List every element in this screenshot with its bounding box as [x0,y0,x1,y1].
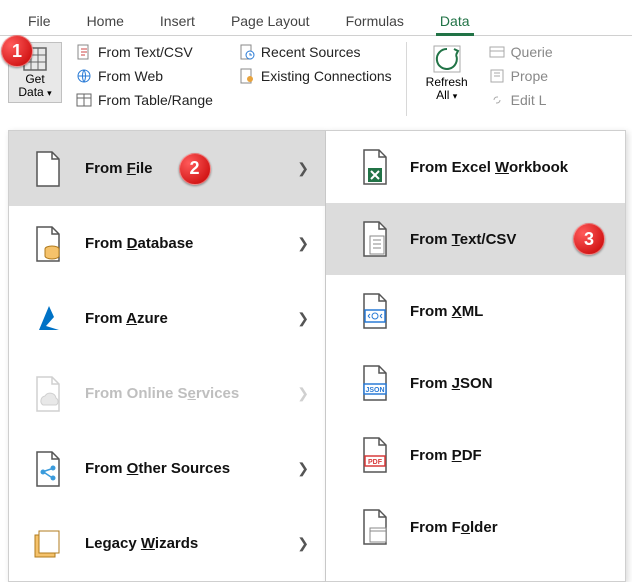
other-sources-icon [33,450,63,488]
menu-from-other-sources[interactable]: From Other Sources ❯ [9,431,325,506]
menu-from-azure[interactable]: From Azure ❯ [9,281,325,356]
menu-from-online-services: From Online Services ❯ [9,356,325,431]
chevron-right-icon: ❯ [297,310,309,327]
callout-badge-2: 2 [179,153,211,185]
globe-icon [76,68,92,84]
from-text-csv-button[interactable]: From Text/CSV [72,42,217,62]
tab-bar: File Home Insert Page Layout Formulas Da… [0,0,632,36]
menu-legacy-wizards[interactable]: Legacy Wizards ❯ [9,506,325,581]
tab-formulas[interactable]: Formulas [328,5,422,35]
legacy-wizards-icon [31,527,65,561]
menu-from-other-sources-label: From Other Sources [85,460,230,477]
properties-icon [489,68,505,84]
refresh-icon [430,42,464,76]
get-data-label: GetData ▾ [18,73,51,100]
submenu-from-xml-label: From XML [410,303,483,320]
excel-file-icon [360,148,390,186]
svg-text:JSON: JSON [365,387,384,394]
cloud-file-icon [33,375,63,413]
menu-from-online-services-label: From Online Services [85,385,239,402]
submenu-from-folder[interactable]: From Folder [326,491,625,563]
xml-file-icon [360,292,390,330]
tab-home[interactable]: Home [69,5,142,35]
tab-file[interactable]: File [10,5,69,35]
link-icon [489,92,505,108]
submenu-from-json-label: From JSON [410,375,493,392]
queries-icon [489,44,505,60]
text-csv-icon [360,220,390,258]
get-data-button[interactable]: GetData ▾ 1 [8,42,62,103]
submenu-from-text-csv-label: From Text/CSV [410,231,516,248]
chevron-right-icon: ❯ [297,385,309,402]
menu-from-database[interactable]: From Database ❯ [9,206,325,281]
submenu-from-text-csv[interactable]: From Text/CSV 3 [326,203,625,275]
submenu-from-workbook[interactable]: From Excel Workbook [326,131,625,203]
chevron-right-icon: ❯ [297,535,309,552]
menu-legacy-wizards-label: Legacy Wizards [85,535,198,552]
submenu-from-xml[interactable]: From XML [326,275,625,347]
chevron-right-icon: ❯ [297,235,309,252]
chevron-right-icon: ❯ [297,460,309,477]
recent-sources-button[interactable]: Recent Sources [235,42,396,62]
refresh-label: RefreshAll ▾ [426,76,468,103]
azure-icon [31,302,65,336]
ribbon-data: GetData ▾ 1 From Text/CSV From Web From … [0,36,632,124]
callout-badge-3: 3 [573,223,605,255]
database-icon [33,225,63,263]
primary-menu: From File 2 ❯ From Database ❯ From Azure… [8,130,326,582]
menu-from-file[interactable]: From File 2 ❯ [9,131,325,206]
menu-from-file-label: From File [85,160,153,177]
refresh-all-button[interactable]: RefreshAll ▾ [417,42,477,103]
submenu-from-pdf-label: From PDF [410,447,482,464]
submenu-from-folder-label: From Folder [410,519,498,536]
folder-file-icon [360,508,390,546]
callout-badge-1: 1 [1,35,33,67]
json-file-icon: JSON [360,364,390,402]
menu-from-database-label: From Database [85,235,193,252]
svg-text:PDF: PDF [368,459,383,466]
ribbon-separator [406,42,407,116]
get-data-dropdown: From File 2 ❯ From Database ❯ From Azure… [8,130,626,582]
submenu-from-workbook-label: From Excel Workbook [410,159,568,176]
menu-from-azure-label: From Azure [85,310,168,327]
chevron-right-icon: ❯ [297,160,309,177]
existing-connections-button[interactable]: Existing Connections [235,66,396,86]
tab-insert[interactable]: Insert [142,5,213,35]
tab-page-layout[interactable]: Page Layout [213,5,328,35]
from-table-range-button[interactable]: From Table/Range [72,90,217,110]
from-file-submenu: From Excel Workbook From Text/CSV 3 From… [326,130,626,582]
queries-button[interactable]: Querie [485,42,557,62]
connections-icon [239,68,255,84]
properties-button[interactable]: Prope [485,66,557,86]
pdf-file-icon: PDF [360,436,390,474]
submenu-from-json[interactable]: JSON From JSON [326,347,625,419]
tab-data[interactable]: Data [422,5,488,35]
file-text-icon [76,44,92,60]
submenu-from-pdf[interactable]: PDF From PDF [326,419,625,491]
from-web-button[interactable]: From Web [72,66,217,86]
edit-links-button[interactable]: Edit L [485,90,557,110]
file-icon [33,150,63,188]
table-small-icon [76,92,92,108]
recent-icon [239,44,255,60]
